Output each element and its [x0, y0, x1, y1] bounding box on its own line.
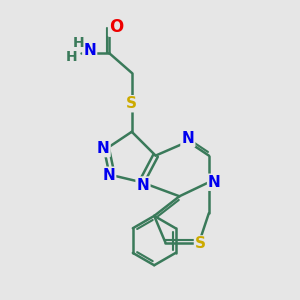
Text: N: N	[97, 141, 110, 156]
Text: H: H	[73, 36, 84, 50]
Text: N: N	[182, 131, 194, 146]
Text: N: N	[136, 178, 149, 193]
Text: O: O	[109, 18, 124, 36]
Text: N: N	[102, 168, 115, 183]
Text: H: H	[66, 50, 77, 64]
Text: S: S	[126, 96, 137, 111]
Text: N: N	[208, 175, 221, 190]
Text: N: N	[83, 43, 96, 58]
Text: S: S	[195, 236, 206, 251]
